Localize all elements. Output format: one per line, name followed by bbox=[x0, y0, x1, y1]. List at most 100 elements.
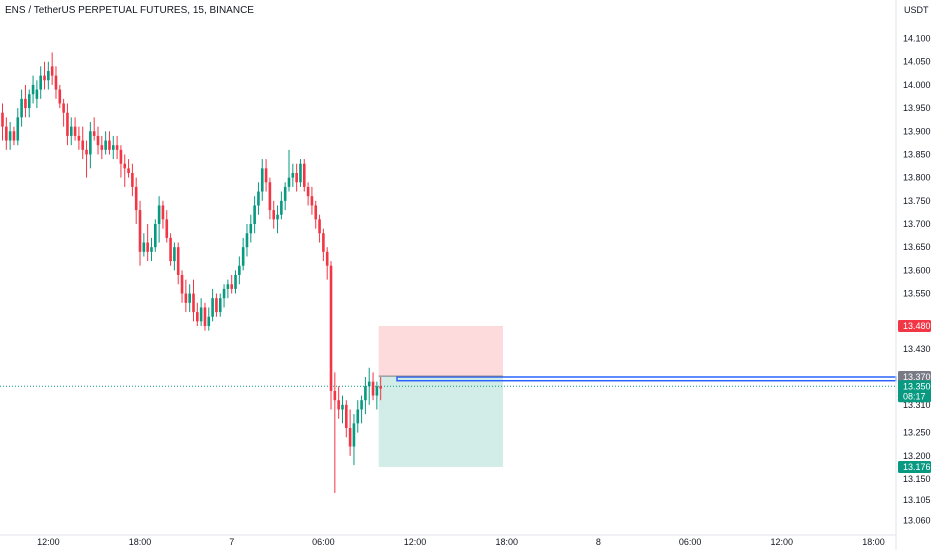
candle-body bbox=[314, 205, 318, 220]
candle-body bbox=[356, 409, 360, 424]
entry-price-badge-bg bbox=[898, 371, 931, 383]
candle-body bbox=[92, 131, 96, 136]
price-tick-label: 13.430 bbox=[903, 344, 931, 354]
time-tick-label: 18:00 bbox=[495, 537, 518, 547]
candle-body bbox=[215, 298, 218, 313]
target-price-badge: 13.176 bbox=[898, 460, 931, 473]
candle-body bbox=[348, 428, 352, 447]
candle-body bbox=[245, 233, 249, 248]
candle-body bbox=[360, 400, 363, 410]
price-tick-label: 13.750 bbox=[903, 196, 931, 206]
price-tick-label: 13.550 bbox=[903, 289, 931, 299]
price-tick-label: 13.060 bbox=[903, 516, 931, 526]
candle-body bbox=[134, 186, 138, 211]
candle-body bbox=[8, 131, 12, 141]
price-tick-label: 14.000 bbox=[903, 80, 931, 90]
time-axis[interactable]: 12:00 18:00 7 06:00 12:00 18:00 8 06:00 12:00 18:… bbox=[37, 537, 885, 547]
candle-body bbox=[302, 163, 306, 187]
candle-body bbox=[5, 126, 8, 141]
entry-price-badge: 13.370 bbox=[898, 371, 931, 383]
candle-body bbox=[54, 75, 58, 90]
candle-body bbox=[115, 145, 119, 150]
candle-body bbox=[35, 89, 39, 99]
entry-price-badge-text: 13.370 bbox=[903, 372, 931, 382]
candle-body bbox=[257, 191, 260, 206]
candle-body bbox=[165, 219, 169, 238]
time-tick-label: 12:00 bbox=[37, 537, 60, 547]
candle-body bbox=[333, 390, 337, 401]
candle-body bbox=[39, 75, 42, 90]
chart-title: ENS / TetherUS PERPETUAL FUTURES, 15, BI… bbox=[5, 5, 254, 16]
candle-body bbox=[264, 168, 268, 183]
candle-body bbox=[131, 173, 134, 187]
candle-body bbox=[364, 386, 367, 401]
candle-body bbox=[108, 140, 111, 150]
price-tick-label: 13.600 bbox=[903, 265, 931, 275]
time-tick-label: 18:00 bbox=[862, 537, 885, 547]
candle-body bbox=[161, 205, 165, 220]
price-tick-label: 13.650 bbox=[903, 242, 931, 252]
candle-body bbox=[176, 247, 180, 275]
candle-body bbox=[268, 182, 272, 211]
candle-body bbox=[238, 265, 241, 275]
time-tick-label: 12:00 bbox=[771, 537, 794, 547]
candle-body bbox=[66, 112, 69, 136]
price-tick-label: 13.900 bbox=[903, 126, 931, 136]
candle-body bbox=[31, 84, 35, 95]
candle-body bbox=[207, 316, 211, 326]
candle-body bbox=[111, 145, 115, 150]
last-price-badge-countdown: 08:17 bbox=[903, 391, 926, 401]
candle-body bbox=[173, 247, 176, 262]
candle-body bbox=[341, 404, 344, 410]
time-tick-label: 18:00 bbox=[129, 537, 152, 547]
target-price-badge-text: 13.176 bbox=[903, 462, 931, 472]
candle-body bbox=[325, 251, 329, 266]
candle-body bbox=[188, 293, 191, 303]
price-axis[interactable]: 14.100 14.050 14.000 13.950 13.900 13.850 13.8… bbox=[903, 34, 931, 526]
candle-body bbox=[226, 284, 230, 289]
price-tick-label: 13.700 bbox=[903, 219, 931, 229]
candle-body bbox=[337, 400, 340, 410]
candle-body bbox=[104, 140, 107, 150]
target-zone[interactable] bbox=[378, 376, 503, 467]
target-price-badge-bg bbox=[898, 460, 931, 473]
candle-body bbox=[287, 177, 291, 187]
candle-body bbox=[20, 98, 23, 118]
candle-body bbox=[96, 135, 100, 146]
candle-body bbox=[127, 168, 130, 173]
price-tick-label: 13.105 bbox=[903, 495, 931, 505]
candle-body bbox=[58, 89, 62, 104]
candle-body bbox=[1, 112, 4, 127]
stop-price-badge-text: 13.480 bbox=[903, 321, 931, 331]
candle-body bbox=[146, 242, 149, 252]
candle-body bbox=[291, 173, 295, 178]
candle-body bbox=[283, 186, 287, 201]
candle-body bbox=[69, 126, 73, 136]
candle-body bbox=[169, 237, 172, 262]
candle-body bbox=[157, 205, 161, 224]
candle-body bbox=[16, 117, 20, 141]
price-tick-label: 13.800 bbox=[903, 173, 931, 183]
time-tick-label: 12:00 bbox=[404, 537, 427, 547]
candle-body bbox=[119, 149, 123, 164]
candle-body bbox=[100, 145, 104, 150]
candle-body bbox=[230, 284, 233, 289]
candle-body bbox=[352, 423, 356, 447]
price-tick-label: 13.850 bbox=[903, 149, 931, 159]
candle-body bbox=[150, 247, 153, 252]
candle-body bbox=[234, 275, 237, 289]
stop-price-badge-bg bbox=[898, 320, 931, 332]
price-tick-label: 14.050 bbox=[903, 57, 931, 67]
candle-body bbox=[276, 214, 279, 220]
candle-body bbox=[329, 265, 333, 391]
candle-body bbox=[199, 307, 203, 322]
candle-body bbox=[184, 293, 188, 303]
candle-body bbox=[222, 288, 226, 299]
candle-body bbox=[367, 381, 371, 387]
candle-body bbox=[138, 210, 142, 252]
stop-zone[interactable] bbox=[378, 326, 503, 377]
candle-body bbox=[73, 126, 77, 136]
